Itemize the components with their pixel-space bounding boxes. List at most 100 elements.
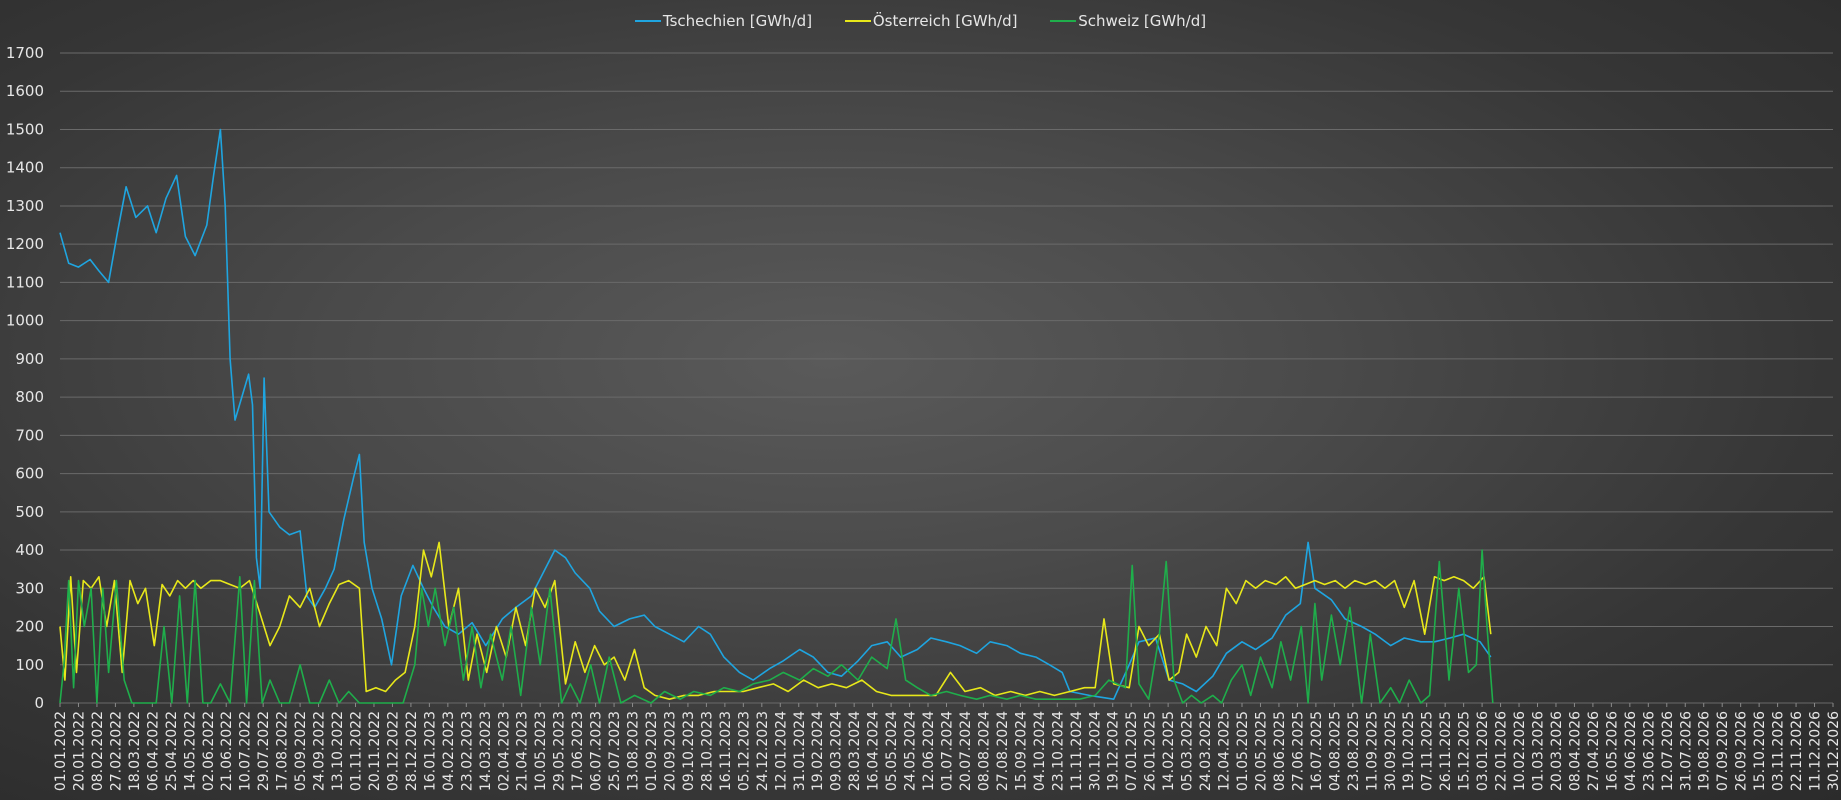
y-tick-label: 1100	[6, 273, 44, 291]
x-tick-label: 21.06.2022	[219, 711, 235, 791]
x-tick-label: 18.03.2022	[127, 711, 143, 791]
legend-item-tschechien[interactable]: Tschechien [GWh/d]	[634, 12, 813, 30]
x-tick-label: 04.10.2024	[1032, 711, 1048, 791]
x-tick-label: 28.03.2024	[847, 711, 863, 791]
y-tick-label: 1000	[6, 312, 44, 330]
x-tick-label: 08.02.2022	[90, 711, 106, 791]
x-tick-label: 23.08.2025	[1346, 711, 1362, 791]
x-tick-label: 09.03.2024	[829, 711, 845, 791]
x-tick-label: 12.07.2026	[1660, 711, 1676, 791]
legend-label-oesterreich: Österreich [GWh/d]	[872, 12, 1018, 30]
x-tick-label: 24.05.2024	[903, 711, 919, 791]
legend-swatch-schweiz	[1050, 20, 1077, 22]
x-tick-label: 08.04.2026	[1567, 711, 1583, 791]
x-tick-label: 14.05.2022	[182, 711, 198, 791]
x-tick-label: 01.03.2026	[1531, 711, 1547, 791]
x-tick-label: 20.09.2023	[662, 711, 678, 791]
x-tick-label: 05.09.2022	[293, 711, 309, 791]
x-tick-label: 13.10.2022	[330, 711, 346, 791]
x-tick-label: 07.09.2026	[1715, 711, 1731, 791]
x-tick-label: 10.05.2023	[533, 711, 549, 791]
x-tick-label: 06.07.2023	[589, 711, 605, 791]
x-tick-label: 17.06.2023	[570, 711, 586, 791]
x-tick-label: 30.09.2025	[1383, 711, 1399, 791]
x-tick-label: 26.09.2026	[1734, 711, 1750, 791]
y-tick-label: 900	[15, 350, 44, 368]
x-tick-label: 23.02.2023	[459, 711, 475, 791]
x-tick-label: 20.05.2025	[1253, 711, 1269, 791]
y-tick-label: 1500	[6, 120, 44, 138]
x-tick-label: 05.12.2023	[736, 711, 752, 791]
x-tick-label: 31.01.2024	[792, 711, 808, 791]
x-tick-label: 16.07.2025	[1309, 711, 1325, 791]
x-tick-label: 22.01.2026	[1494, 711, 1510, 791]
legend-item-oesterreich[interactable]: Österreich [GWh/d]	[844, 12, 1018, 30]
x-tick-label: 21.04.2023	[515, 711, 531, 791]
x-tick-label: 28.10.2023	[699, 711, 715, 791]
x-tick-label: 16.05.2026	[1604, 711, 1620, 791]
x-tick-label: 23.06.2026	[1641, 711, 1657, 791]
x-tick-label: 12.01.2024	[773, 711, 789, 791]
x-tick-label: 19.02.2024	[810, 711, 826, 791]
legend-swatch-oesterreich	[844, 20, 871, 22]
x-tick-label: 23.10.2024	[1050, 711, 1066, 791]
x-tick-label: 04.06.2026	[1623, 711, 1639, 791]
x-tick-label: 26.11.2025	[1438, 711, 1454, 791]
x-tick-label: 07.01.2025	[1124, 711, 1140, 791]
x-tick-label: 13.08.2023	[626, 711, 642, 791]
x-tick-label: 15.10.2026	[1752, 711, 1768, 791]
x-tick-label: 01.07.2024	[940, 711, 956, 791]
x-axis: 01.01.2022 20.01.2022 08.02.2022 27.02.2022…	[53, 703, 1841, 791]
series-lines	[59, 128, 1494, 704]
legend-item-schweiz[interactable]: Schweiz [GWh/d]	[1050, 12, 1206, 30]
x-tick-label: 29.07.2022	[256, 711, 272, 791]
y-tick-label: 500	[15, 503, 44, 521]
x-tick-label: 26.01.2025	[1143, 711, 1159, 791]
y-tick-label: 1700	[6, 44, 44, 62]
x-tick-label: 04.08.2025	[1327, 711, 1343, 791]
y-tick-label: 1400	[6, 159, 44, 177]
x-tick-label: 06.04.2022	[145, 711, 161, 791]
x-tick-label: 30.11.2024	[1087, 711, 1103, 791]
x-tick-label: 08.06.2025	[1272, 711, 1288, 791]
x-tick-label: 16.04.2024	[866, 711, 882, 791]
x-tick-label: 24.03.2025	[1198, 711, 1214, 791]
x-tick-label: 25.07.2023	[607, 711, 623, 791]
x-tick-label: 12.04.2025	[1217, 711, 1233, 791]
x-tick-label: 10.02.2026	[1512, 711, 1528, 791]
grid-lines	[60, 52, 1833, 704]
y-tick-label: 400	[15, 541, 44, 559]
y-axis: 0 100 200 300 400 500 600 700 800 900 1000 1100 1200…	[6, 44, 44, 712]
x-tick-label: 11.12.2026	[1808, 711, 1824, 791]
x-tick-label: 15.09.2024	[1013, 711, 1029, 791]
x-tick-label: 04.02.2023	[441, 711, 457, 791]
x-tick-label: 12.06.2024	[921, 711, 937, 791]
x-tick-label: 14.02.2025	[1161, 711, 1177, 791]
y-tick-label: 1600	[6, 82, 44, 100]
x-tick-label: 07.11.2025	[1420, 711, 1436, 791]
y-tick-label: 1200	[6, 235, 44, 253]
y-tick-label: 300	[15, 579, 44, 597]
x-tick-label: 20.03.2026	[1549, 711, 1565, 791]
x-tick-label: 11.09.2025	[1364, 711, 1380, 791]
y-tick-label: 200	[15, 618, 44, 636]
x-tick-label: 24.09.2022	[312, 711, 328, 791]
x-tick-label: 27.04.2026	[1586, 711, 1602, 791]
y-tick-label: 700	[15, 426, 44, 444]
x-tick-label: 19.10.2025	[1401, 711, 1417, 791]
x-tick-label: 05.03.2025	[1180, 711, 1196, 791]
legend-label-tschechien: Tschechien [GWh/d]	[662, 12, 813, 30]
x-tick-label: 10.07.2022	[238, 711, 254, 791]
x-tick-label: 20.11.2022	[367, 711, 383, 791]
y-tick-label: 0	[34, 694, 44, 712]
x-tick-label: 05.05.2024	[884, 711, 900, 791]
x-tick-label: 14.03.2023	[478, 711, 494, 791]
x-tick-label: 09.10.2023	[681, 711, 697, 791]
x-tick-label: 01.09.2023	[644, 711, 660, 791]
series-line-2	[59, 549, 1494, 704]
y-tick-label: 800	[15, 388, 44, 406]
x-tick-label: 17.08.2022	[275, 711, 291, 791]
x-tick-label: 25.04.2022	[164, 711, 180, 791]
x-tick-label: 27.06.2025	[1290, 711, 1306, 791]
